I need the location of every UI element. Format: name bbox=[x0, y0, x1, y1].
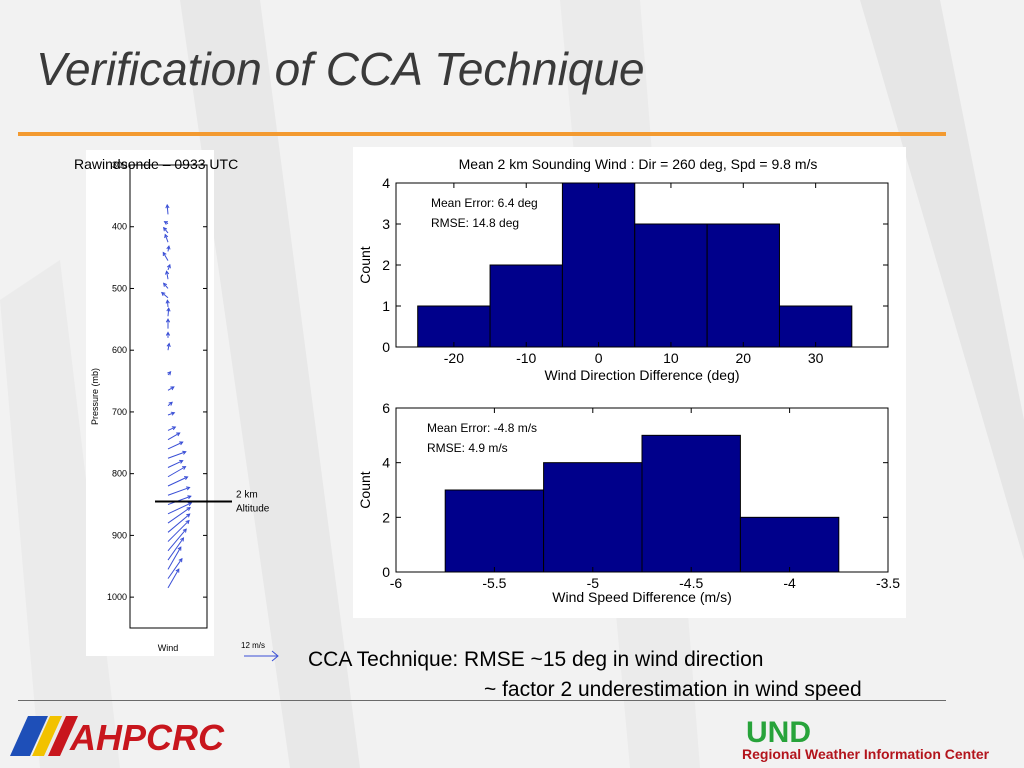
caption-line-2: ~ factor 2 underestimation in wind speed bbox=[484, 678, 862, 701]
title-underline bbox=[18, 132, 946, 136]
caption-line-1: CCA Technique: RMSE ~15 deg in wind dire… bbox=[308, 648, 764, 671]
slide-title: Verification of CCA Technique bbox=[36, 43, 645, 95]
footer-rule bbox=[18, 700, 946, 701]
rwic-subtitle: Regional Weather Information Center bbox=[742, 746, 990, 762]
ahpcrc-logo: AHPCRC bbox=[10, 716, 225, 758]
sounding-title: Rawindsonde – 0933 UTC bbox=[74, 156, 239, 172]
histogram-panel bbox=[353, 147, 906, 618]
und-logo: UND bbox=[746, 716, 811, 749]
sounding-panel bbox=[86, 150, 214, 656]
ahpcrc-logo-text: AHPCRC bbox=[69, 717, 225, 758]
